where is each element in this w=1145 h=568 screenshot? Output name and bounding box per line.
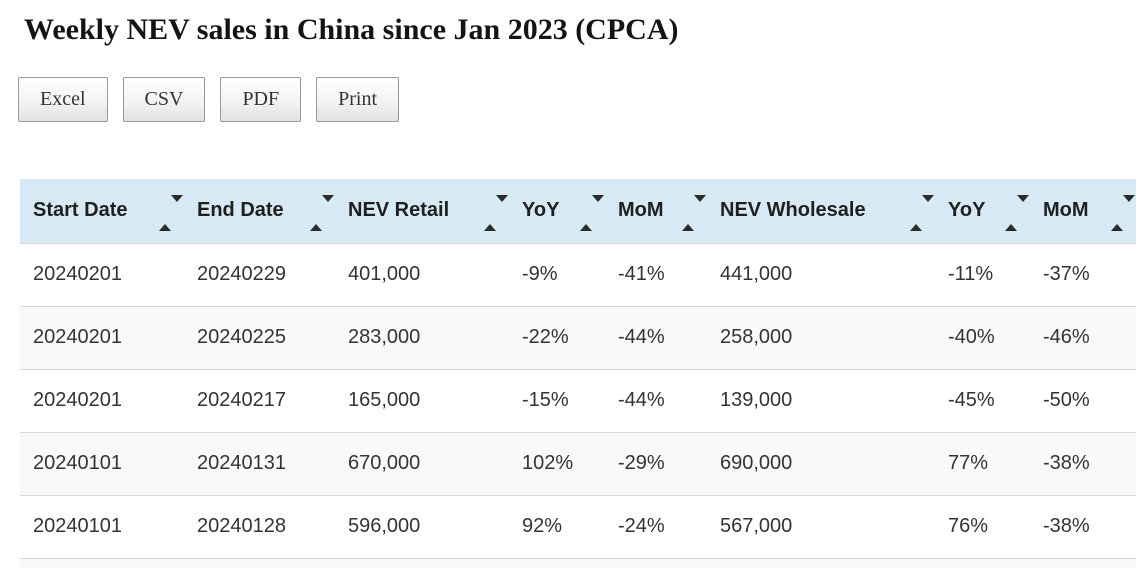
table-cell: -37% (1043, 263, 1090, 285)
table-cell: 20240128 (197, 515, 286, 537)
table-cell: 20240201 (33, 389, 122, 411)
sort-updown-icon (159, 194, 183, 231)
sort-updown-icon (1005, 194, 1029, 231)
table-cell: -44% (618, 326, 665, 348)
column-header-wholesale-mom[interactable]: MoM (1030, 179, 1136, 243)
print-button[interactable]: Print (316, 77, 400, 122)
table-cell: -29% (618, 452, 665, 474)
table-row: 20240101 20240131 670,000 102% -29% 690,… (20, 432, 1136, 495)
table-cell: -50% (1043, 389, 1090, 411)
table-cell: -45% (948, 389, 995, 411)
table-cell: -11% (948, 263, 994, 285)
table-cell: 92% (522, 515, 563, 537)
column-header-nev-wholesale[interactable]: NEV Wholesale (707, 179, 935, 243)
table-cell: 20240131 (197, 452, 286, 474)
table-cell: 670,000 (348, 452, 421, 474)
table-cell: 690,000 (720, 452, 793, 474)
sort-updown-icon (580, 194, 604, 231)
column-label: YoY (522, 199, 560, 222)
table-cell: 20240217 (197, 389, 286, 411)
export-toolbar: Excel CSV PDF Print (18, 77, 1145, 122)
column-label: NEV Retail (348, 199, 450, 222)
table-container: Start Date End Date NEV Retail YoY (20, 179, 1145, 568)
table-cell (335, 558, 509, 568)
table-cell: 20240201 (33, 263, 122, 285)
table-cell: 441,000 (720, 263, 793, 285)
table-cell: 139,000 (720, 389, 793, 411)
table-cell (20, 558, 184, 568)
table-cell: 20240101 (33, 452, 122, 474)
nev-sales-table: Start Date End Date NEV Retail YoY (20, 179, 1136, 568)
table-cell: 20240225 (197, 326, 286, 348)
table-cell: -24% (618, 515, 665, 537)
column-label: NEV Wholesale (720, 199, 866, 222)
table-cell: -15% (522, 389, 569, 411)
table-cell (935, 558, 1030, 568)
column-label: Start Date (33, 199, 128, 222)
table-row: 20240101 20240128 596,000 92% -24% 567,0… (20, 495, 1136, 558)
table-row: 20240201 20240229 401,000 -9% -41% 441,0… (20, 243, 1136, 306)
table-cell: 567,000 (720, 515, 793, 537)
table-header-row: Start Date End Date NEV Retail YoY (20, 179, 1136, 243)
sort-updown-icon (310, 194, 334, 231)
table-cell: 258,000 (720, 326, 793, 348)
table-cell: 20240201 (33, 326, 122, 348)
table-cell: 20240229 (197, 263, 286, 285)
column-label: MoM (1043, 199, 1089, 222)
table-cell: -46% (1043, 326, 1090, 348)
column-header-start-date[interactable]: Start Date (20, 179, 184, 243)
column-header-end-date[interactable]: End Date (184, 179, 335, 243)
table-cell: -44% (618, 389, 665, 411)
sort-updown-icon (910, 194, 934, 231)
column-label: End Date (197, 199, 284, 222)
table-cell (184, 558, 335, 568)
table-cell: 165,000 (348, 389, 421, 411)
table-cell: 20240101 (33, 515, 122, 537)
column-header-wholesale-yoy[interactable]: YoY (935, 179, 1030, 243)
table-row: 20240201 20240225 283,000 -22% -44% 258,… (20, 306, 1136, 369)
csv-button[interactable]: CSV (122, 77, 206, 122)
table-cell: 596,000 (348, 515, 421, 537)
table-cell: 401,000 (348, 263, 421, 285)
table-cell (1030, 558, 1136, 568)
excel-button[interactable]: Excel (18, 77, 108, 122)
table-cell (707, 558, 935, 568)
table-cell: -41% (618, 263, 665, 285)
table-cell: -38% (1043, 515, 1090, 537)
page-title: Weekly NEV sales in China since Jan 2023… (24, 13, 679, 46)
table-cell (605, 558, 707, 568)
sort-updown-icon (484, 194, 508, 231)
table-cell: 77% (948, 452, 989, 474)
table-row: 20240201 20240217 165,000 -15% -44% 139,… (20, 369, 1136, 432)
sort-updown-icon (682, 194, 706, 231)
table-cell: 76% (948, 515, 989, 537)
column-header-retail-mom[interactable]: MoM (605, 179, 707, 243)
column-header-retail-yoy[interactable]: YoY (509, 179, 605, 243)
column-label: MoM (618, 199, 664, 222)
column-label: YoY (948, 199, 986, 222)
table-cell: -22% (522, 326, 569, 348)
table-cell: 283,000 (348, 326, 421, 348)
table-cell: -40% (948, 326, 995, 348)
table-cell: -9% (522, 263, 558, 285)
pdf-button[interactable]: PDF (220, 77, 302, 122)
sort-updown-icon (1111, 194, 1135, 231)
table-cell: 102% (522, 452, 574, 474)
table-cell (509, 558, 605, 568)
table-row-partial (20, 558, 1136, 568)
column-header-nev-retail[interactable]: NEV Retail (335, 179, 509, 243)
table-cell: -38% (1043, 452, 1090, 474)
